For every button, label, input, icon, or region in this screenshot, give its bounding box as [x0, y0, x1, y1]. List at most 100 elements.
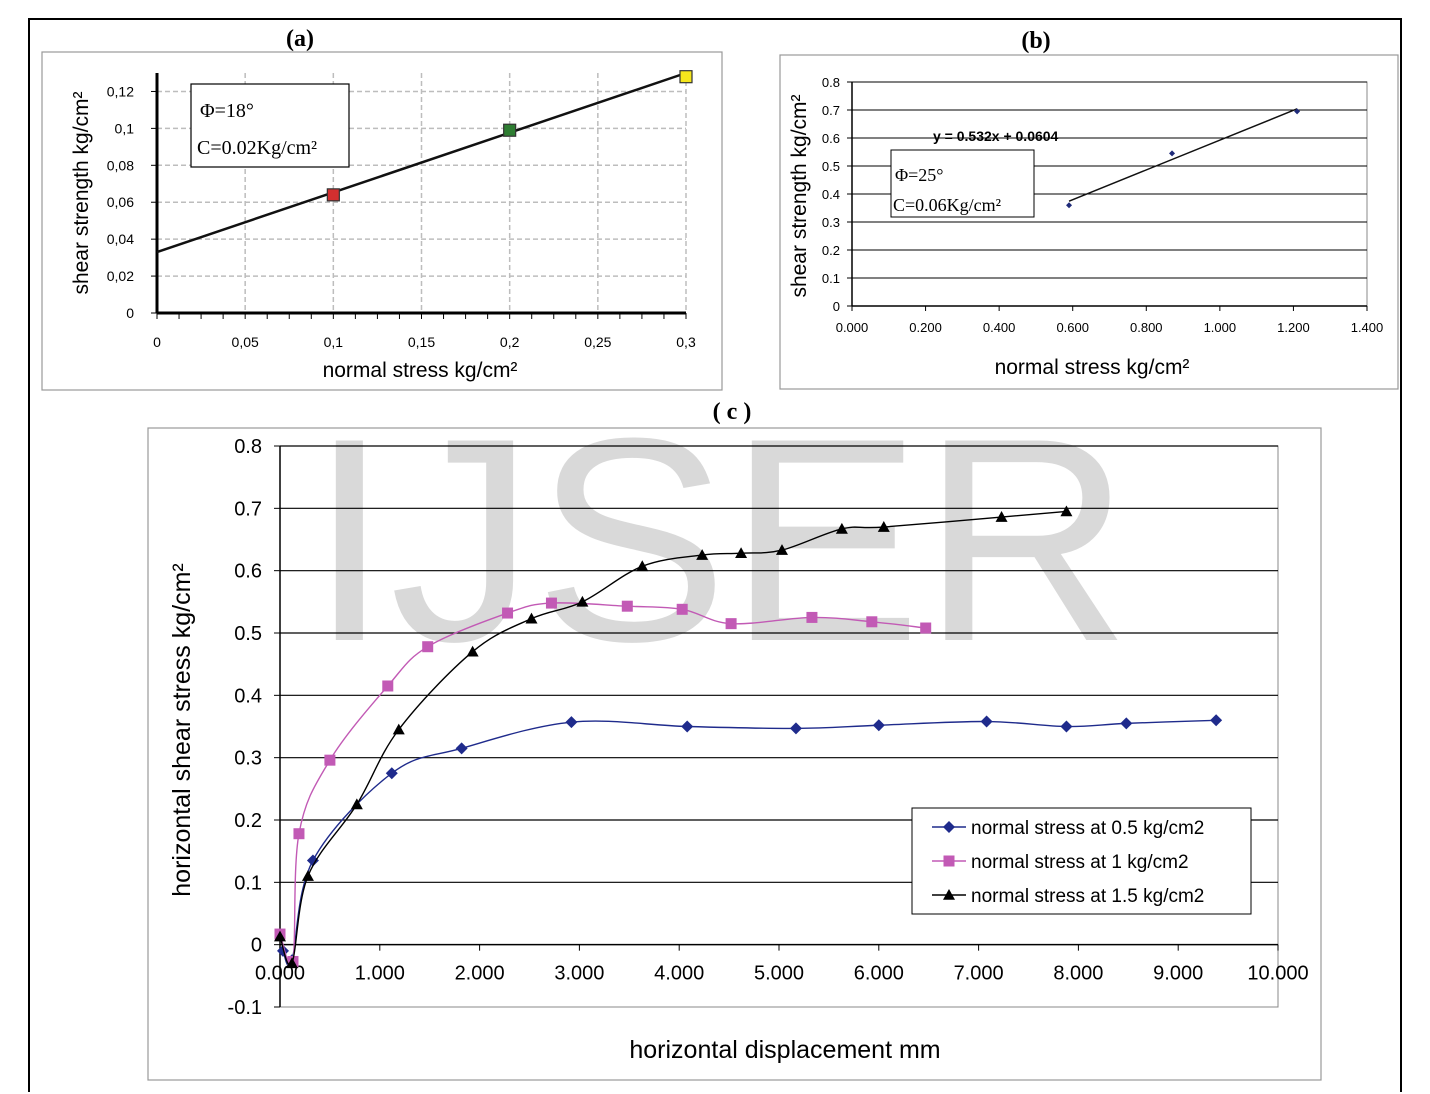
panel-b-x-tick: 0.000 [836, 320, 869, 335]
panel-c-y-tick: 0.4 [234, 685, 262, 707]
panel-a-trendline [156, 71, 687, 254]
panel-a-y-tick: 0,04 [107, 231, 134, 247]
panel-c-data-point-2 [995, 511, 1008, 522]
panel-c-data-point-2 [775, 544, 788, 555]
panel-b-x-tick: 0.200 [909, 320, 942, 335]
panel-c-y-tick: 0.5 [234, 623, 262, 645]
panel-b-x-tick: 1.200 [1277, 320, 1310, 335]
panel-b-phi-text: Φ=25° [895, 165, 944, 185]
panel-c-border [147, 427, 1322, 1081]
panel-b-x-tick: 0.600 [1056, 320, 1089, 335]
panel-b-c-text: C=0.06Kg/cm² [893, 195, 1001, 215]
panel-c-data-point-2 [350, 798, 363, 810]
panel-c-data-point-0 [980, 715, 993, 728]
panel-a-chart: 0 0,05 0,1 0,15 0,2 0,25 0,3 0 0,02 0,04 0,06 0,08 0… [107, 70, 696, 350]
panel-c-y-tick: 0.6 [234, 561, 262, 583]
panel-c-data-point-1 [422, 641, 434, 653]
panel-c-data-point-1 [293, 828, 305, 840]
panel-c-legend-box [911, 807, 1252, 915]
panel-b-x-tick: 0.800 [1130, 320, 1163, 335]
panel-c-data-point-2 [636, 560, 649, 572]
panel-c-data-point-0 [789, 722, 802, 735]
panel-c-data-point-1 [502, 607, 514, 619]
panel-c-data-point-2 [274, 930, 286, 942]
panel-a-xlabel: normal stress kg/cm² [323, 359, 518, 382]
panel-b-x-tick: 1.000 [1204, 320, 1237, 335]
panel-c-label: ( c ) [713, 399, 752, 425]
panel-b-y-tick: 0.1 [822, 271, 840, 286]
panel-b-x-tick: 1.400 [1351, 320, 1384, 335]
panel-a-y-tick: 0,1 [115, 120, 135, 136]
panel-c-data-point-0 [385, 767, 398, 780]
panel-c-legend-label-2: normal stress at 1.5 kg/cm2 [971, 886, 1204, 907]
figure-frame [28, 18, 1402, 1092]
panel-c-x-tick: 1.000 [355, 963, 405, 985]
panel-a-data-point [503, 123, 517, 137]
panel-c-legend: normal stress at 0.5 kg/cm2 normal stress… [911, 807, 1252, 915]
panel-b-data-point [1066, 202, 1073, 209]
panel-b-y-tick: 0.5 [822, 159, 840, 174]
panel-c-legend-label-1: normal stress at 1 kg/cm2 [971, 852, 1189, 873]
panel-c-data-point-1 [920, 622, 932, 634]
panel-c-data-point-1 [545, 597, 557, 609]
panel-c-x-tick: 8.000 [1053, 963, 1103, 985]
watermark-text: IJSER [309, 378, 1131, 702]
panel-c-y-tick: 0.2 [234, 810, 262, 832]
panel-c-data-point-2 [576, 595, 589, 607]
panel-c-xlabel: horizontal displacement mm [629, 1036, 940, 1064]
panel-a-x-tick: 0,05 [232, 334, 259, 350]
panel-c-legend-marker-2 [943, 889, 955, 900]
panel-b-ylabel: shear strength kg/cm² [788, 94, 811, 297]
panel-a-y-tick: 0 [126, 305, 134, 321]
panel-c-data-point-0 [1210, 714, 1223, 727]
panel-c-y-tick: -0.1 [228, 997, 262, 1019]
panel-b-equation: y = 0.532x + 0.0604 [933, 128, 1059, 144]
panel-c-legend-marker-1 [943, 855, 955, 867]
panel-c-y-tick: 0.8 [234, 436, 262, 458]
panel-b-border [779, 54, 1399, 390]
panel-c-series-line-2 [279, 510, 1067, 967]
panel-c-y-tick: 0.3 [234, 748, 262, 770]
panel-c-data-point-2 [735, 547, 748, 559]
panel-a-x-tick: 0,3 [676, 334, 696, 350]
panel-c-x-tick: 2.000 [455, 963, 505, 985]
panel-c-y-tick: 0.7 [234, 498, 262, 520]
panel-b-y-tick: 0.7 [822, 103, 840, 118]
panel-c-data-point-0 [455, 742, 468, 755]
panel-c-data-point-2 [466, 645, 479, 657]
panel-a-label: (a) [286, 26, 314, 52]
panel-c-data-point-0 [681, 720, 694, 733]
panel-c-data-point-1 [725, 618, 737, 630]
panel-c-data-point-0 [1120, 717, 1133, 730]
panel-c-x-tick: 4.000 [654, 963, 704, 985]
panel-c-data-point-1 [382, 680, 394, 692]
panel-c-data-point-1 [621, 600, 633, 612]
panel-a-y-tick: 0,08 [107, 157, 134, 173]
panel-a-border [41, 51, 723, 391]
panel-b-trendline [1068, 108, 1298, 202]
panel-c-x-tick: 5.000 [754, 963, 804, 985]
panel-a-y-tick: 0,12 [107, 83, 134, 99]
panel-b-y-tick: 0.2 [822, 243, 840, 258]
panel-c-y-tick: 0.1 [234, 872, 262, 894]
panel-c-ylabel: horizontal shear stress kg/cm² [168, 563, 196, 896]
panel-b-y-tick: 0.8 [822, 75, 840, 90]
panel-a-annotation-box [190, 83, 350, 168]
panel-a-x-tick: 0,25 [584, 334, 611, 350]
panel-b-y-tick: 0.6 [822, 131, 840, 146]
panel-c-data-point-1 [806, 611, 818, 623]
panel-c-y-tick: 0 [251, 935, 262, 957]
panel-c-data-point-2 [1060, 505, 1073, 517]
panel-c-data-point-0 [306, 854, 319, 867]
panel-c-data-point-1 [324, 754, 336, 766]
panel-a-data-point [679, 70, 693, 84]
panel-c-x-tick: 3.000 [554, 963, 604, 985]
panel-c-data-point-2 [877, 521, 890, 532]
panel-b-y-tick: 0 [833, 299, 840, 314]
panel-a-c-text: C=0.02Kg/cm² [197, 137, 317, 159]
panel-b-data-point [1169, 150, 1176, 157]
panel-a-x-tick: 0,1 [324, 334, 344, 350]
panel-b-xlabel: normal stress kg/cm² [995, 356, 1190, 379]
panel-c-data-point-2 [525, 612, 538, 624]
